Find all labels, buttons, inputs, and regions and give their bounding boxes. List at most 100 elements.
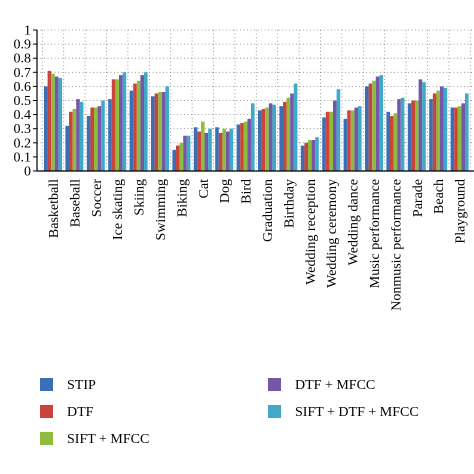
legend-swatch — [40, 432, 53, 445]
bar — [94, 107, 98, 171]
bar — [172, 149, 176, 171]
legend-swatch — [40, 378, 53, 391]
bar — [325, 111, 330, 171]
bar — [315, 137, 319, 171]
x-category-label: Graduation — [261, 179, 276, 242]
bar — [304, 142, 308, 171]
bar — [372, 80, 376, 171]
y-tick-label: 0.8 — [14, 52, 32, 67]
legend-item: STIP — [40, 378, 96, 393]
legend-label: STIP — [67, 378, 96, 393]
bar — [333, 100, 337, 171]
bar — [101, 100, 105, 171]
y-tick-label: 0.5 — [14, 94, 32, 109]
bar — [308, 139, 312, 171]
bar — [418, 79, 423, 171]
bar — [293, 83, 298, 171]
bar — [144, 72, 148, 171]
bar — [86, 116, 91, 171]
bar — [350, 110, 355, 171]
bar — [108, 99, 112, 171]
bars — [44, 70, 469, 171]
bar — [158, 92, 162, 171]
bar — [336, 89, 341, 171]
bar — [258, 110, 262, 171]
bar — [54, 76, 59, 171]
bar — [133, 83, 137, 171]
bar — [379, 75, 383, 171]
bar — [119, 75, 123, 171]
x-category-label: Soccer — [90, 179, 105, 217]
bar — [183, 135, 187, 171]
legend-item: DTF + MFCC — [268, 378, 375, 393]
bar — [375, 76, 380, 171]
bar — [97, 106, 102, 171]
bar — [47, 70, 52, 171]
y-tick-label: 0.4 — [14, 108, 32, 123]
bar — [454, 107, 458, 171]
bar — [465, 93, 469, 171]
bar — [354, 107, 358, 171]
bar — [154, 93, 159, 171]
x-category-label: Ice skating — [111, 179, 126, 240]
bar — [329, 111, 333, 171]
bar — [400, 97, 405, 171]
y-tick-labels: 00.10.20.30.40.50.60.70.80.91 — [14, 24, 32, 180]
bar — [265, 107, 269, 171]
x-category-label: Skiing — [133, 179, 148, 216]
y-tick-label: 0.2 — [14, 136, 32, 151]
bar — [415, 100, 419, 171]
bar — [186, 135, 191, 171]
bar — [201, 121, 205, 171]
bar — [407, 103, 412, 171]
x-category-label: Wedding dance — [347, 179, 362, 265]
bar — [436, 90, 440, 171]
legend-swatch — [268, 405, 281, 418]
bar — [76, 99, 80, 171]
bar — [122, 72, 127, 171]
bar — [286, 97, 291, 171]
bar — [390, 116, 394, 171]
legend-swatch — [40, 405, 53, 418]
legend-label: SIFT + MFCC — [67, 432, 149, 447]
bar — [347, 110, 351, 171]
y-tick-label: 0.7 — [14, 66, 32, 81]
legend-swatch — [268, 378, 281, 391]
y-tick-label: 0.6 — [14, 80, 32, 95]
bar — [136, 80, 141, 171]
x-category-label: Swimming — [154, 179, 169, 240]
bar — [90, 107, 94, 171]
bar — [226, 131, 230, 171]
bar — [65, 125, 69, 171]
bar — [322, 117, 326, 171]
legend-item: SIFT + DTF + MFCC — [268, 405, 419, 420]
bar — [422, 82, 426, 171]
x-category-label: Wedding reception — [304, 179, 319, 285]
bar — [393, 113, 398, 171]
bar — [69, 111, 73, 171]
x-category-label: Beach — [432, 179, 447, 214]
bar — [115, 79, 119, 171]
bar — [229, 128, 234, 171]
bar — [218, 132, 223, 171]
bar — [208, 128, 212, 171]
bar — [236, 124, 241, 171]
bar — [397, 99, 401, 171]
bar — [251, 103, 255, 171]
x-category-label: Dog — [218, 179, 233, 203]
legend-item: SIFT + MFCC — [40, 432, 149, 447]
x-category-label: Parade — [411, 179, 426, 217]
x-category-label: Bird — [240, 179, 255, 204]
bar — [443, 87, 448, 171]
x-category-label: Music performance — [368, 179, 383, 288]
bar — [79, 101, 84, 171]
bar — [272, 104, 276, 171]
bar — [111, 79, 116, 171]
bar — [343, 118, 348, 171]
bar — [365, 86, 369, 171]
bar — [283, 101, 287, 171]
bar — [243, 121, 248, 171]
bar — [44, 86, 48, 171]
x-category-label: Birthday — [282, 179, 297, 228]
